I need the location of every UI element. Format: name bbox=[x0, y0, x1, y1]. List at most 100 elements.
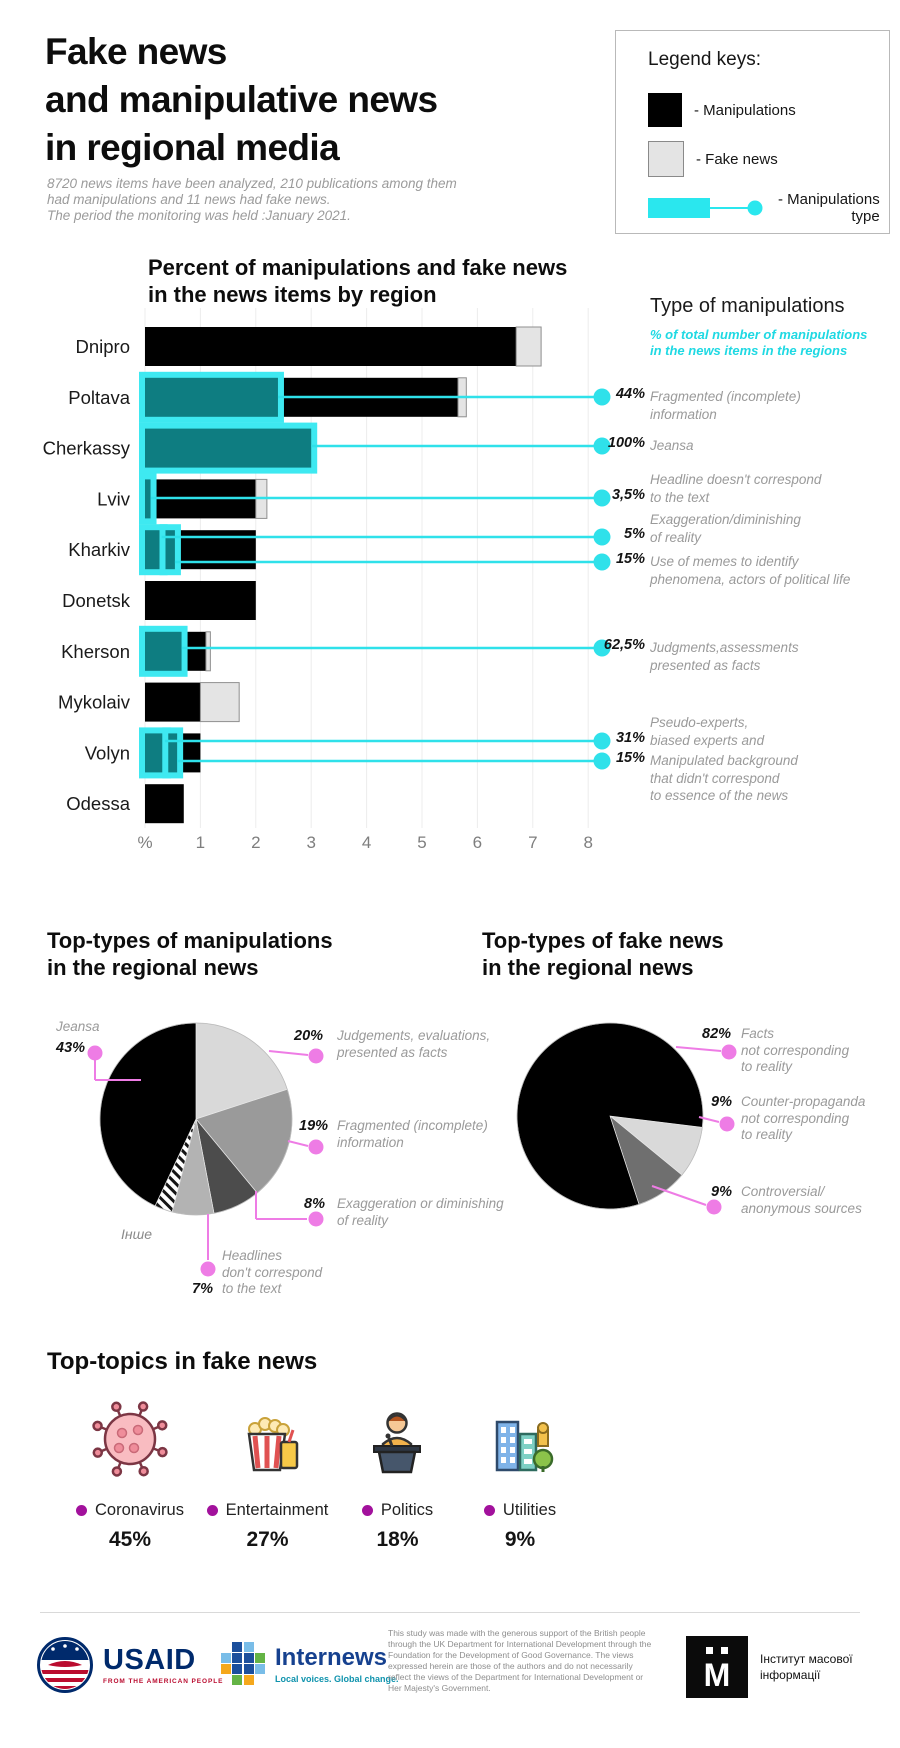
x-axis-tick: 3 bbox=[306, 833, 315, 852]
topics-title: Top-topics in fake news bbox=[47, 1348, 318, 1375]
bar-chart: % 1 2 3 4 5 6 7 8 Dnipro Poltava Cherkassy Lviv Khark… bbox=[0, 250, 900, 862]
topic-label: Entertainment bbox=[190, 1501, 345, 1520]
internews-tagline: Local voices. Global change. bbox=[275, 1673, 399, 1684]
pie-charts-svg bbox=[87, 1022, 737, 1277]
pie-callout-pct: 8% bbox=[304, 1196, 325, 1212]
bar-manipulations-odessa bbox=[145, 784, 184, 824]
topic-dot-icon bbox=[76, 1505, 88, 1516]
legend-item-fake-news: - Fake news bbox=[648, 141, 778, 177]
entertainment-icon bbox=[247, 1417, 298, 1472]
legend-title: Legend keys: bbox=[648, 49, 762, 70]
callout-label: Fragmented (incomplete) information bbox=[650, 389, 801, 422]
imi-name: Інститут масової інформації bbox=[760, 1652, 853, 1682]
bar-manipulations-donetsk bbox=[145, 581, 256, 620]
pie-callout-label: Exaggeration or diminishing of reality bbox=[337, 1196, 504, 1228]
topic-entertainment: Entertainment 27% bbox=[190, 1396, 345, 1552]
topic-dot-icon bbox=[206, 1505, 218, 1516]
callout-dot-icon bbox=[593, 437, 611, 455]
page-title: Fake news and manipulative news in regio… bbox=[45, 31, 438, 168]
pie-charts bbox=[0, 1000, 900, 1330]
svg-text:М: М bbox=[704, 1657, 731, 1693]
bar-type-highlight-volyn bbox=[145, 733, 165, 773]
topic-name: Coronavirus bbox=[95, 1501, 184, 1519]
x-axis-tick: 6 bbox=[473, 833, 482, 852]
topic-pct: 45% bbox=[108, 1528, 152, 1551]
callout-dot-icon bbox=[593, 489, 611, 507]
callout-pct: 15% bbox=[615, 551, 645, 567]
callout-dot-icon bbox=[593, 639, 611, 657]
callout-pct: 3,5% bbox=[611, 487, 645, 503]
usaid-logo: USAID FROM THE AMERICAN PEOPLE bbox=[36, 1636, 223, 1694]
callout-label: Pseudo-experts, biased experts and bbox=[650, 715, 765, 748]
topic-coronavirus: Coronavirus 45% bbox=[55, 1396, 205, 1552]
legend-item-label: - Fake news bbox=[696, 150, 778, 168]
pie-callout-dot-icon bbox=[87, 1045, 103, 1061]
bar-fake-news-dnipro bbox=[515, 326, 542, 367]
usaid-wordmark: USAID bbox=[103, 1644, 196, 1676]
type-of-manipulations-subtitle: % of total number of manipulations in th… bbox=[650, 327, 868, 358]
callout-pct: 62,5% bbox=[603, 637, 645, 653]
callout-dot-icon bbox=[593, 732, 611, 750]
x-axis-tick: 8 bbox=[583, 833, 592, 852]
pie-callout-dot-icon bbox=[308, 1139, 324, 1155]
topic-pct: 9% bbox=[504, 1528, 536, 1551]
callout-pct: 44% bbox=[615, 386, 645, 402]
callout-dot-icon bbox=[593, 752, 611, 770]
topic-dot-icon bbox=[483, 1505, 495, 1516]
region-label: Lviv bbox=[97, 488, 131, 509]
region-label: Odessa bbox=[66, 793, 130, 814]
x-axis-tick: % bbox=[137, 833, 152, 852]
callout-label: Headline doesn't correspond to the text bbox=[650, 472, 822, 505]
topic-pct: 18% bbox=[376, 1528, 419, 1551]
footer-disclaimer: This study was made with the generous su… bbox=[388, 1628, 652, 1693]
topic-politics: Politics 18% bbox=[335, 1396, 460, 1552]
callout-pct: 100% bbox=[607, 435, 645, 451]
region-label: Cherkassy bbox=[43, 438, 131, 459]
region-label: Dnipro bbox=[76, 336, 131, 357]
page-subtitle: 8720 news items have been analyzed, 210 … bbox=[47, 176, 457, 223]
callout-label: Use of memes to identify phenomena, acto… bbox=[650, 554, 851, 587]
pie-callout-dot-icon bbox=[721, 1044, 737, 1060]
region-label: Kherson bbox=[61, 641, 130, 662]
callout-pct: 31% bbox=[615, 730, 645, 746]
topic-label: Utilities bbox=[455, 1501, 585, 1520]
callout-dot-icon bbox=[593, 553, 611, 571]
pie-callout-dot-icon bbox=[308, 1048, 324, 1064]
topic-name: Politics bbox=[380, 1501, 434, 1519]
bar-chart-svg: % 1 2 3 4 5 6 7 8 Dnipro Poltava Cherkassy Lviv Khark… bbox=[43, 308, 611, 852]
bar-chart-title: Percent of manipulations and fake news i… bbox=[148, 255, 568, 307]
topic-label: Politics bbox=[335, 1501, 460, 1520]
footer-divider bbox=[40, 1612, 860, 1613]
pie-callout-label: Fragmented (incomplete) information bbox=[337, 1118, 488, 1150]
bar-type-highlight-lviv bbox=[145, 479, 151, 519]
callout-label: Jeansa bbox=[650, 438, 694, 453]
topic-label: Coronavirus bbox=[55, 1501, 205, 1520]
pie-fake-news-title: Top-types of fake news in the regional n… bbox=[482, 928, 724, 980]
x-axis-tick: 2 bbox=[251, 833, 260, 852]
callout-pct: 5% bbox=[624, 526, 645, 542]
bar-type-highlight-volyn bbox=[168, 733, 178, 773]
callout-pct: 15% bbox=[615, 750, 645, 766]
region-label: Poltava bbox=[68, 387, 130, 408]
bar-fake-news-mykolaiv bbox=[199, 682, 240, 723]
pie-callout-pct: 19% bbox=[299, 1118, 329, 1134]
coronavirus-icon bbox=[92, 1401, 168, 1477]
pie-callout-label: Judgements, evaluations, presented as fa… bbox=[337, 1028, 491, 1060]
topic-name: Entertainment bbox=[225, 1501, 329, 1519]
region-label: Donetsk bbox=[62, 590, 131, 611]
imi-logo: М Інститут масової інформації bbox=[686, 1636, 853, 1698]
internews-globe-icon bbox=[221, 1642, 265, 1685]
callout-label: Manipulated background that didn't corre… bbox=[650, 753, 798, 803]
callout-dot-icon bbox=[593, 528, 611, 546]
pie-callout-pct: 9% bbox=[711, 1094, 732, 1110]
legend-item-manipulations-type: - Manipulations type bbox=[648, 191, 880, 225]
fake-news-swatch-icon bbox=[648, 141, 684, 177]
legend-box: Legend keys: - Manipulations - Fake news -… bbox=[615, 30, 890, 234]
usaid-emblem-icon bbox=[37, 1637, 93, 1693]
bar-manipulations-mykolaiv bbox=[145, 682, 201, 722]
type-of-manipulations-title: Type of manipulations bbox=[650, 295, 845, 317]
pie-callout-dot-icon bbox=[308, 1211, 324, 1227]
manipulations-swatch-icon bbox=[648, 93, 682, 127]
region-label: Mykolaiv bbox=[58, 692, 131, 713]
